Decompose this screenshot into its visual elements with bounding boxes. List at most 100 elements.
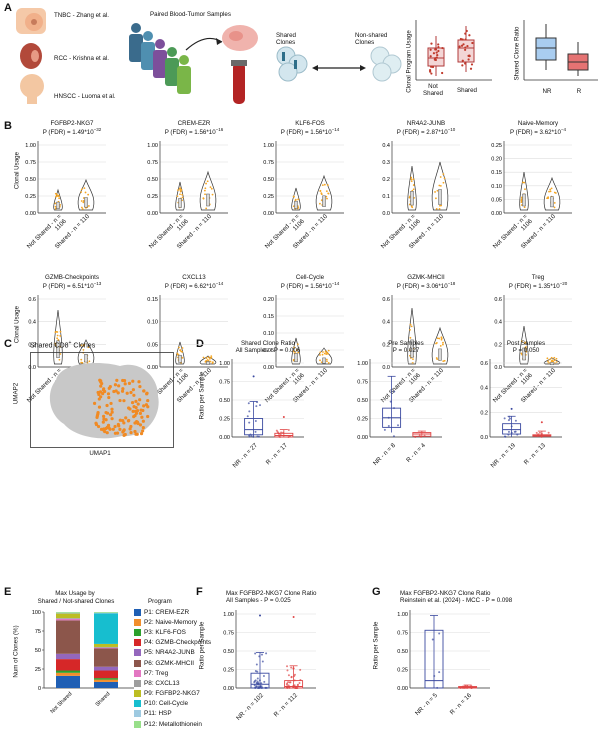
y-tick-label: 1.00 [147, 143, 158, 149]
umap-point [141, 419, 145, 423]
violin-ylabel: Clonal Usage [13, 151, 21, 190]
mini1-dot [435, 51, 438, 54]
legend-item: P4: GZMB-Checkpoints [134, 638, 211, 648]
y-tick-label: 0.05 [491, 197, 502, 203]
violin-point [319, 359, 321, 362]
panelG-subtitle: Reinstein et al. (2024) - MCC - P = 0.09… [400, 597, 513, 604]
violin-point [293, 346, 296, 349]
stacked-segment [94, 666, 118, 671]
nr-point [508, 417, 511, 420]
umap-point [137, 380, 141, 384]
y-tick-label: 0.50 [397, 649, 408, 655]
box-subtitle: P = 0.050 [512, 347, 540, 354]
violin-point [204, 360, 207, 363]
mini1-dot [460, 44, 464, 47]
y-tick-label: 0.25 [397, 668, 408, 674]
nr-point [254, 430, 257, 433]
violin-pvalue: P (FDR) = 1.56*10−14 [258, 127, 362, 136]
violin-point [80, 206, 83, 209]
violin-point [57, 338, 60, 341]
y-tick-label: 0.00 [491, 211, 502, 217]
violin-point [80, 361, 83, 364]
violin-point [54, 202, 57, 205]
umap-point [126, 406, 131, 410]
r-point [547, 431, 550, 434]
r-point [287, 681, 290, 684]
violin-point [547, 360, 549, 363]
r-point [293, 684, 296, 687]
nr-point [259, 685, 262, 688]
violin-point [327, 192, 330, 195]
legend-item: P1: CREM-EZR [134, 607, 211, 617]
umap-point [97, 405, 102, 409]
mini1-dot [464, 38, 467, 41]
y-tick-label: 50 [35, 648, 41, 654]
mini-boxplot-clonal-usage [415, 20, 492, 81]
y-tick-label: 0.10 [263, 331, 274, 337]
shared-clone-cells-icon [276, 46, 308, 82]
violin-point [327, 362, 330, 364]
umap-point [106, 392, 111, 396]
umap-point [129, 430, 133, 435]
nr-point [508, 415, 511, 418]
mini1-dot [465, 29, 468, 33]
r-point [290, 666, 293, 669]
violin-point [319, 351, 322, 354]
mini-boxplot-shared-ratio [523, 20, 598, 81]
violin-point [54, 192, 57, 195]
umap-point [125, 391, 129, 395]
people-icon [129, 23, 191, 94]
umap-point [118, 418, 122, 422]
violin-point [54, 342, 57, 345]
pvalue-exponent: −13 [93, 281, 102, 286]
stacked-segment [56, 612, 80, 613]
nr-box [244, 418, 264, 436]
y-tick-label: 0.3 [382, 160, 390, 166]
mini1-dot [468, 34, 471, 37]
violin-pvalue: P (FDR) = 1.49*10−32 [20, 127, 124, 136]
nr-point [246, 415, 249, 418]
violin-point [555, 361, 558, 363]
nr-point [256, 435, 259, 438]
umap-point [132, 393, 136, 397]
legend-item: P9: FGFBP2-NKG7 [134, 689, 211, 699]
violin-title: CREM-EZR [177, 120, 211, 127]
legend-label: P8: CXCL13 [144, 679, 180, 687]
violin-title: NR4A2-JUNB [406, 120, 446, 127]
y-tick-label: 0.50 [357, 398, 368, 404]
pvalue-exponent: −20 [559, 281, 568, 286]
nr-point [255, 685, 258, 688]
umap-point [141, 408, 145, 413]
violin-point [412, 184, 415, 186]
y-tick-label: 0.2 [494, 342, 502, 348]
box-xcat-nr: NR - n = 8 [371, 442, 397, 468]
violin-point [520, 200, 523, 203]
violin-point [54, 205, 57, 208]
violin-box [438, 348, 442, 361]
stacked-segment [94, 612, 118, 614]
violin-point [410, 178, 413, 181]
violin-point [553, 356, 556, 359]
violin-point [180, 188, 183, 191]
umap-title: Shared CD8+ Clones [30, 340, 96, 350]
shared-ratio-0-boxplot: 0.00 0.25 0.50 0.75 1.00 [219, 359, 304, 441]
cohort-illustrations [16, 8, 46, 104]
box-title: Pre Samples [388, 340, 424, 347]
violin-pvalue: P (FDR) = 1.35*10−20 [486, 281, 590, 290]
nr-outlier [252, 375, 255, 378]
box-xcat-r: R - n = 4 [404, 442, 427, 464]
legend-item: P11: HSP [134, 709, 211, 719]
umap-point [109, 401, 113, 406]
nr-point [264, 686, 267, 689]
y-tick-label: 0.20 [491, 157, 502, 163]
violin-point [54, 207, 57, 210]
violin-point [435, 197, 437, 200]
violin-point [55, 195, 58, 198]
violin-box [84, 354, 88, 363]
pvalue-text: P (FDR) = 6.51*10 [42, 283, 94, 291]
violin-point [204, 187, 207, 190]
panel-letter-a: A [4, 2, 12, 14]
mini1-xcat-not-shared: Not Shared [423, 83, 443, 97]
umap-point [99, 380, 103, 384]
violin-point [325, 190, 328, 193]
